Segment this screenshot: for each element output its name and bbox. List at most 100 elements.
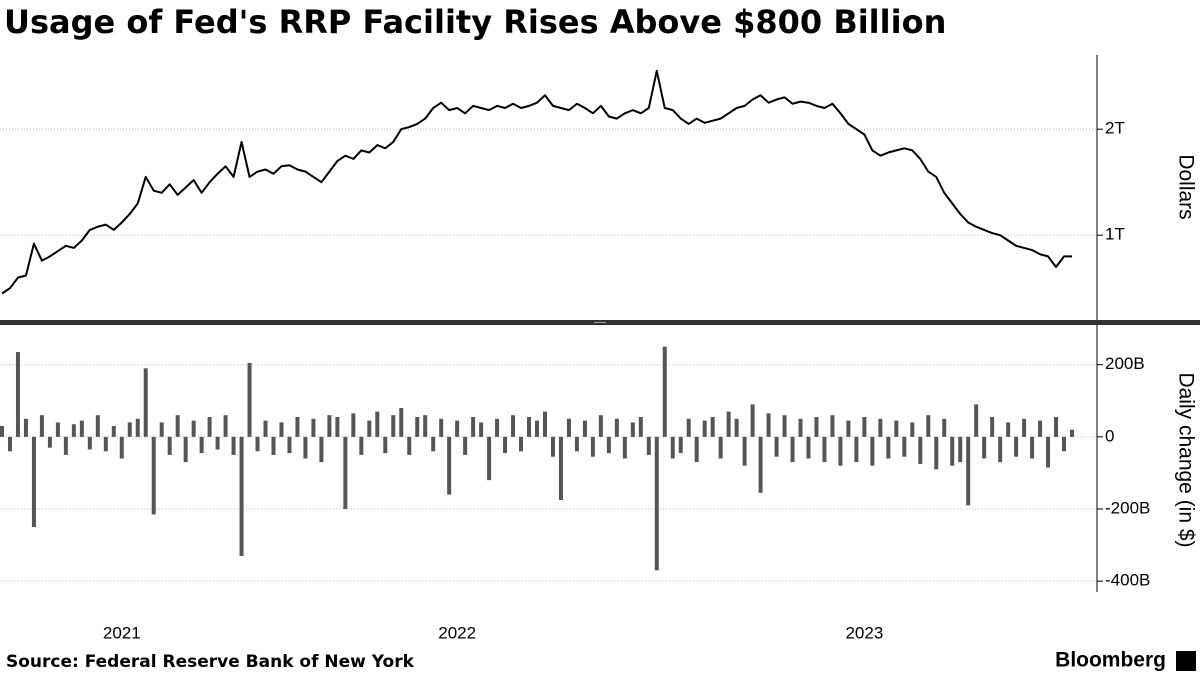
bar (566, 418, 571, 437)
bar (958, 436, 963, 463)
bar (23, 418, 28, 437)
bar (1030, 436, 1035, 459)
bar (471, 417, 476, 437)
bar (686, 418, 691, 437)
bar (119, 436, 124, 459)
bar (55, 422, 60, 437)
bar (758, 436, 763, 493)
bar (111, 426, 116, 437)
bar (311, 418, 316, 437)
bar (902, 436, 907, 457)
bar (638, 417, 643, 437)
bar (39, 415, 44, 437)
bar (511, 415, 516, 437)
bar (79, 420, 84, 437)
bar (702, 420, 707, 437)
y-axis-title: Daily change (in $) (1174, 372, 1197, 547)
bar (135, 418, 140, 437)
bar (263, 420, 268, 437)
bar (662, 346, 667, 437)
bar (199, 436, 204, 454)
bar (279, 422, 284, 437)
bar (1014, 436, 1019, 457)
bar (479, 422, 484, 437)
bar (47, 436, 52, 448)
bar (303, 436, 308, 459)
bar (423, 415, 428, 437)
bar (503, 436, 508, 454)
bar (838, 436, 843, 466)
bar (407, 436, 412, 455)
bar (558, 436, 563, 500)
bar (535, 420, 539, 437)
bar (223, 415, 228, 437)
bar (71, 424, 76, 437)
bar (846, 420, 851, 437)
x-tick-label: 2023 (845, 623, 883, 642)
y-axis-title: Dollars (1174, 154, 1197, 219)
bar (527, 417, 532, 437)
bar (598, 415, 603, 437)
bar (519, 436, 524, 452)
bar (790, 436, 795, 463)
y-tick-label: -400B (1105, 571, 1150, 590)
bar (447, 436, 452, 495)
bar (247, 362, 252, 437)
bar (343, 436, 348, 510)
bar (854, 436, 859, 463)
bar (1070, 429, 1074, 437)
bar (103, 436, 108, 452)
bar (742, 436, 747, 466)
bar (271, 436, 276, 455)
bar (950, 436, 955, 466)
bar (822, 436, 827, 463)
bar (982, 436, 987, 459)
bar (670, 436, 675, 459)
bar (694, 436, 699, 463)
bar (814, 417, 819, 437)
bar (806, 436, 811, 459)
bar (455, 420, 460, 437)
bar (319, 436, 324, 463)
y-tick-label: 200B (1105, 354, 1145, 373)
chart-title: Usage of Fed's RRP Facility Rises Above … (4, 3, 946, 41)
bar (614, 418, 619, 437)
bar (159, 422, 164, 437)
bar (95, 415, 100, 437)
bar (582, 420, 587, 437)
bar (766, 413, 771, 437)
bar (1054, 417, 1059, 437)
bar (774, 436, 779, 457)
bar (710, 417, 715, 437)
bar (974, 404, 979, 437)
bar (862, 417, 867, 437)
bar (439, 418, 444, 437)
brand-icon (1176, 651, 1196, 671)
bar (63, 436, 68, 455)
bar (934, 436, 939, 470)
bar (359, 436, 364, 455)
bar (1062, 436, 1067, 452)
bar (542, 411, 547, 437)
line (1, 69, 1072, 295)
bar (734, 418, 739, 437)
bar (0, 426, 4, 437)
bar (495, 418, 500, 437)
bar (942, 418, 947, 437)
bar (127, 422, 132, 437)
bar (215, 436, 220, 450)
bar (183, 436, 188, 463)
bar (151, 436, 156, 515)
bar (487, 436, 492, 481)
bar (750, 404, 755, 437)
bar (574, 436, 579, 452)
bar (990, 417, 995, 437)
bar (463, 436, 468, 455)
bar (926, 415, 931, 437)
bar (191, 420, 196, 437)
source: Source: Federal Reserve Bank of New York (6, 652, 415, 672)
x-tick-label: 2021 (103, 623, 141, 642)
bar (718, 436, 723, 459)
bar (606, 436, 611, 454)
